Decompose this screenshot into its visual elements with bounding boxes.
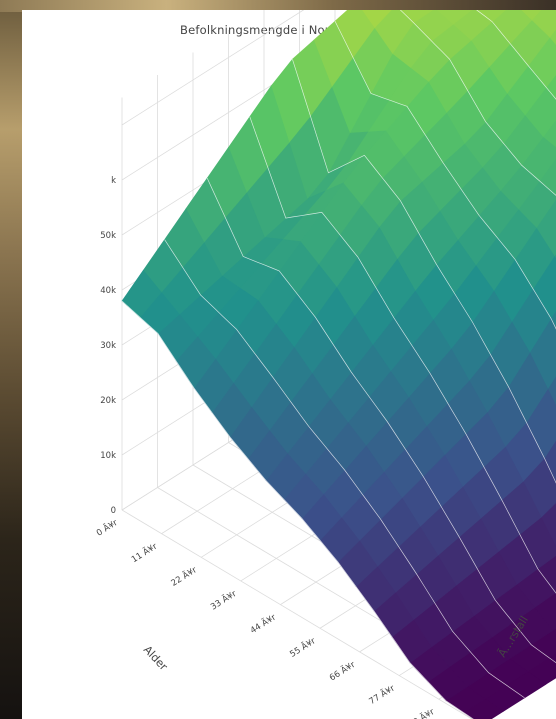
x-tick-label: 22 Ã¥r <box>169 564 199 589</box>
x-tick-label: 44 Ã¥r <box>248 612 278 637</box>
z-tick-label: 40k <box>100 286 116 296</box>
background-photo-left <box>0 0 26 719</box>
surface-cell <box>551 628 556 634</box>
surface-contour <box>249 116 556 594</box>
z-tick-label: 0 <box>111 506 116 516</box>
surface-cell <box>548 653 556 664</box>
surface-contour <box>476 10 556 100</box>
background-photo-top <box>0 0 556 12</box>
z-tick-label: k <box>111 176 116 186</box>
surface-mesh <box>121 10 556 719</box>
surface-contour <box>164 239 525 699</box>
x-tick-label: 77 Ã¥r <box>367 682 397 707</box>
x-tick-label: 88 Ã¥r <box>407 706 437 719</box>
x-tick-label: 11 Ã¥r <box>129 541 159 566</box>
surface-contour <box>121 300 474 719</box>
x-tick-label: 0 Ã¥r <box>94 517 120 539</box>
chart-panel: Befolkningsmengde i Norge, etter alder (… <box>22 10 556 719</box>
x-tick-label: 55 Ã¥r <box>288 635 318 660</box>
surface-cell <box>545 74 556 100</box>
z-tick-label: 30k <box>100 341 116 351</box>
x-tick-label: 33 Ã¥r <box>209 588 239 613</box>
z-tick-label: 20k <box>100 396 116 406</box>
z-tick-label: 10k <box>100 451 116 461</box>
z-tick-label: 50k <box>100 231 116 241</box>
surface-cell <box>549 28 556 46</box>
x-tick-label: 66 Ã¥r <box>327 659 357 684</box>
surface-contour <box>206 177 556 664</box>
surface-cell <box>550 309 556 330</box>
surface-plot[interactable]: 0 10k 20k 30k 40k 50k k 0 Ã¥r 11 Ã¥r 22 Ã¥r 33 Ã¥r… <box>22 10 556 719</box>
surface-contour <box>292 59 556 484</box>
surface-contour <box>334 21 556 330</box>
surface-cell <box>547 375 556 407</box>
x-axis-title: Alder <box>141 643 171 673</box>
surface-cell <box>544 439 556 484</box>
surface-contour <box>399 10 556 196</box>
